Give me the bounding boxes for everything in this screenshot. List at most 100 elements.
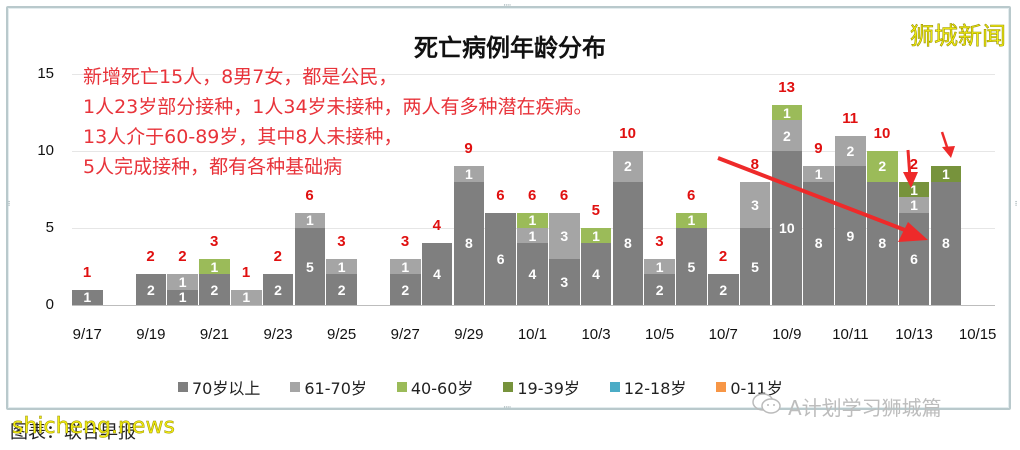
bar-segment: 2 [867,151,898,182]
bar-segment: 8 [930,181,962,305]
legend-label: 61-70岁 [304,379,367,398]
legend-label: 0-11岁 [730,379,783,398]
annotation-line: 13人介于60-89岁，其中8人未接种， [83,126,403,148]
bar-total-label: 2 [178,248,187,266]
bar-total-label: 2 [146,248,155,266]
legend-label: 40-60岁 [410,379,474,398]
bar-segment: 1 [898,182,930,198]
x-tick-label: 9/23 [263,326,293,343]
bar-segment: 2 [135,274,167,305]
legend-item: 0-11岁 [716,375,783,399]
bar-total-label: 11 [842,109,859,127]
bar-segment: 2 [262,274,294,305]
bar-segment: 1 [326,259,357,275]
bar-segment: 2 [390,274,421,305]
chart-legend: 70岁以上 61-70岁 40-60岁 19-39岁 12-18岁 0-11岁 [178,375,783,399]
bar-total-label: 1 [241,263,251,281]
bar-segment: 1 [294,212,326,228]
bar-segment: 8 [867,181,898,305]
bar-segment: 4 [580,243,612,305]
bar-total-label: 13 [778,78,795,96]
bar-total-label: 1 [82,263,92,281]
bar-total-label: 8 [750,155,759,173]
x-axis-line [72,305,995,306]
bar-segment: 1 [72,289,103,305]
legend-label: 12-18岁 [623,379,687,398]
x-tick-label: 10/11 [832,326,869,343]
bar-total-label: 6 [496,186,505,204]
bar-segment: 1 [390,259,421,275]
bar-segment: 2 [771,120,803,151]
legend-swatch [503,382,514,392]
bar-segment: 1 [803,166,834,182]
bar-total-label: 6 [687,186,696,204]
bar-total-label: 6 [559,186,569,204]
footer-caption: 图表：联合早报 [10,422,136,443]
bar-segment: 5 [739,228,771,305]
x-tick-label: 10/3 [581,326,611,343]
bar-total-label: 9 [814,140,823,158]
bar-segment: 9 [835,166,866,305]
bar-segment: 1 [231,289,262,305]
y-tick-label: 5 [45,219,54,236]
x-tick-label: 10/5 [645,326,675,343]
bar-total-label: 3 [210,232,219,250]
bar-total-label: 2 [273,248,282,266]
bar-total-label: 3 [337,232,346,250]
bar-segment: 3 [549,212,580,259]
bar-segment: 1 [676,212,707,228]
x-tick-label: 9/17 [72,326,102,343]
gridline [72,151,995,152]
bar-segment: 1 [771,105,803,121]
legend-swatch [290,382,301,392]
bar-segment: 1 [517,212,548,228]
resize-handle-left[interactable]: ··· [3,200,13,206]
bar-total-label: 6 [528,186,537,204]
x-tick-label: 10/7 [708,326,738,343]
bar-segment: 2 [199,274,230,305]
annotation-line: 5人完成接种，都有各种基础病 [83,156,343,178]
chart-title: 死亡病例年龄分布 [414,34,606,62]
bar-segment: 4 [421,243,453,305]
bar-total-label: 2 [718,248,728,266]
legend-item: 19-39岁 [503,375,580,399]
bar-total-label: 4 [432,217,441,235]
bar-segment: 8 [453,181,485,305]
wechat-icon [752,392,782,421]
resize-handle-top[interactable]: ···· [503,1,512,11]
legend-swatch [716,382,727,392]
bar-segment: 6 [898,212,930,305]
resize-handle-right[interactable]: ··· [1010,200,1020,206]
legend-item: 12-18岁 [609,375,687,399]
annotation-line: 1人23岁部分接种，1人34岁未接种，两人有多种潜在疾病。 [83,96,593,118]
x-tick-label: 10/1 [517,326,548,343]
bar-total-label: 2 [909,155,918,173]
bar-segment: 1 [199,259,230,275]
x-tick-label: 9/21 [199,326,230,343]
bar-total-label: 10 [619,125,636,142]
legend-item: 40-60岁 [396,375,474,399]
bar-segment: 1 [167,289,198,305]
bar-segment: 2 [708,274,739,305]
y-tick-label: 10 [37,142,54,159]
annotation-text: 新增死亡15人，8男7女，都是公民， 1人23岁部分接种，1人34岁未接种，两人… [83,62,593,182]
x-tick-label: 9/27 [390,326,420,343]
bar-segment: 2 [612,151,644,182]
resize-handle-bottom[interactable]: ···· [503,403,512,413]
x-tick-label: 10/15 [958,326,997,343]
bar-segment: 3 [739,181,771,228]
gridline [72,74,995,75]
bar-segment: 5 [676,228,707,305]
bar-segment: 1 [453,166,485,182]
bar-segment: 6 [485,212,516,305]
bar-segment: 1 [167,274,198,290]
bar-segment: 3 [549,258,580,305]
y-tick-label: 0 [45,296,54,313]
legend-item: 61-70岁 [290,375,367,399]
bar-total-label: 6 [305,186,314,204]
bar-total-label: 3 [400,232,410,250]
bar-segment: 8 [612,181,644,305]
bar-segment: 2 [835,135,866,167]
annotation-line: 新增死亡15人，8男7女，都是公民， [83,66,398,88]
x-tick-label: 10/13 [895,326,933,343]
